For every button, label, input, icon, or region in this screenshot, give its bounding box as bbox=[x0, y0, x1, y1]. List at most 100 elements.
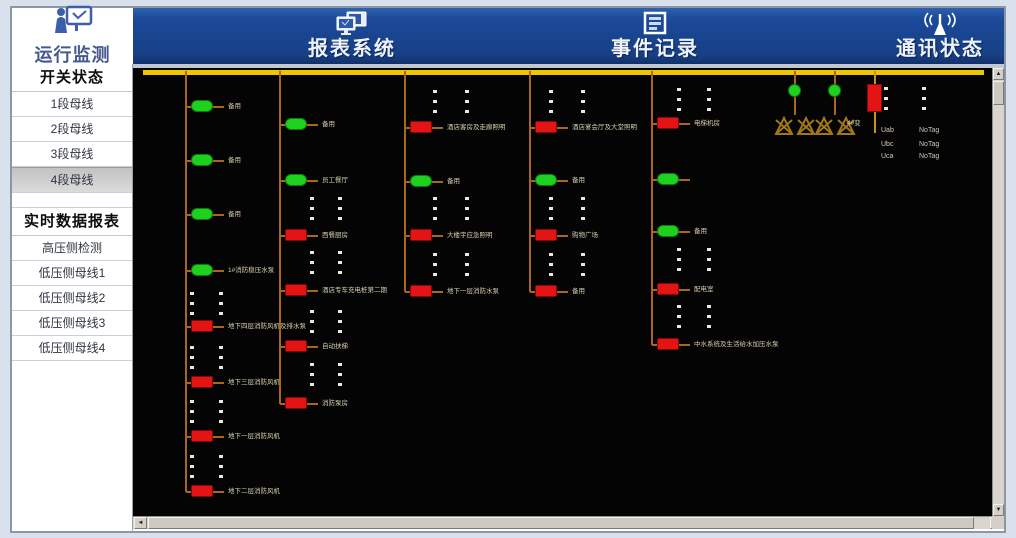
breaker-indicator[interactable] bbox=[657, 283, 679, 295]
sidebar-item-bus-1[interactable]: 1段母线 bbox=[12, 92, 132, 117]
value-dots bbox=[581, 263, 585, 266]
top-nav: 报表系统 事件记录 通讯状态 bbox=[133, 8, 1004, 64]
breaker-indicator[interactable] bbox=[191, 485, 213, 497]
readout-name: Ubc bbox=[881, 141, 894, 148]
sidebar-item-bus-4[interactable]: 4段母线 bbox=[12, 167, 132, 193]
value-dots bbox=[549, 263, 553, 266]
value-dots bbox=[338, 383, 342, 386]
sidebar-item-lv-bus-3[interactable]: 低压侧母线3 bbox=[12, 311, 132, 336]
breaker-indicator[interactable] bbox=[285, 340, 307, 352]
value-dots bbox=[433, 217, 437, 220]
breaker-indicator[interactable] bbox=[191, 430, 213, 442]
breaker-indicator[interactable] bbox=[657, 225, 679, 237]
value-dots bbox=[465, 217, 469, 220]
value-dots bbox=[549, 217, 553, 220]
sidebar-item-bus-3[interactable]: 3段母线 bbox=[12, 142, 132, 167]
incoming-indicator[interactable] bbox=[828, 84, 841, 97]
nav-item-events[interactable]: 事件记录 bbox=[595, 11, 715, 63]
value-dots bbox=[707, 315, 711, 318]
value-dots bbox=[581, 197, 585, 200]
breaker-indicator[interactable] bbox=[285, 284, 307, 296]
v-scroll-thumb[interactable] bbox=[993, 81, 1004, 105]
breaker-indicator[interactable] bbox=[191, 208, 213, 220]
value-dots bbox=[549, 100, 553, 103]
breaker-indicator[interactable] bbox=[410, 175, 432, 187]
breaker-indicator[interactable] bbox=[285, 118, 307, 130]
breaker-indicator[interactable] bbox=[285, 229, 307, 241]
breaker-indicator[interactable] bbox=[410, 229, 432, 241]
value-dots bbox=[338, 330, 342, 333]
value-dots bbox=[190, 475, 194, 478]
value-dots bbox=[310, 330, 314, 333]
nav-item-comm[interactable]: 通讯状态 bbox=[880, 11, 1000, 63]
value-dots bbox=[310, 217, 314, 220]
value-dots bbox=[884, 107, 888, 110]
breaker-indicator[interactable] bbox=[191, 320, 213, 332]
value-dots bbox=[433, 110, 437, 113]
monitor-person-icon bbox=[51, 5, 95, 40]
breaker-label: 备用 bbox=[572, 177, 585, 184]
scroll-up-button[interactable]: ▲ bbox=[993, 68, 1004, 80]
breaker-indicator[interactable] bbox=[535, 174, 557, 186]
value-dots bbox=[922, 107, 926, 110]
value-dots bbox=[677, 268, 681, 271]
breaker-indicator[interactable] bbox=[535, 229, 557, 241]
value-dots bbox=[581, 100, 585, 103]
incoming-indicator[interactable] bbox=[788, 84, 801, 97]
breaker-label: 备用 bbox=[572, 288, 585, 295]
breaker-indicator[interactable] bbox=[535, 285, 557, 297]
breaker-label: 地下四层消防风机及排水泵 bbox=[228, 323, 306, 330]
breaker-label: 消防泵房 bbox=[322, 400, 348, 407]
scrollbar-corner bbox=[992, 516, 1004, 529]
antenna-icon bbox=[920, 11, 960, 37]
value-dots bbox=[310, 197, 314, 200]
scroll-left-button[interactable]: ◄ bbox=[134, 517, 147, 529]
header-home[interactable]: 运行监测 bbox=[12, 5, 134, 65]
breaker-indicator[interactable] bbox=[410, 121, 432, 133]
h-scrollbar[interactable]: ◄ ► bbox=[133, 516, 1004, 529]
breaker-indicator[interactable] bbox=[191, 264, 213, 276]
sidebar-item-lv-bus-4[interactable]: 低压侧母线4 bbox=[12, 336, 132, 361]
breaker-indicator[interactable] bbox=[191, 100, 213, 112]
feeder-line-5 bbox=[651, 71, 653, 345]
value-dots bbox=[707, 88, 711, 91]
value-dots bbox=[433, 263, 437, 266]
value-dots bbox=[433, 207, 437, 210]
sidebar-gap bbox=[12, 193, 132, 208]
h-scroll-thumb[interactable] bbox=[148, 517, 974, 529]
value-dots bbox=[707, 98, 711, 101]
readout-value: NoTag bbox=[919, 153, 940, 160]
breaker-indicator[interactable] bbox=[535, 121, 557, 133]
breaker-indicator[interactable] bbox=[191, 376, 213, 388]
breaker-label: 中水系统及生活给水加压水泵 bbox=[694, 341, 779, 348]
sidebar-item-hv-side[interactable]: 高压侧检测 bbox=[12, 236, 132, 261]
nav-item-reports[interactable]: 报表系统 bbox=[292, 11, 412, 63]
value-dots bbox=[549, 273, 553, 276]
v-scrollbar[interactable]: ▲ ▼ bbox=[992, 68, 1004, 516]
breaker-label: 地下三层消防风机 bbox=[228, 379, 280, 386]
value-dots bbox=[219, 420, 223, 423]
sidebar-item-lv-bus-1[interactable]: 低压侧母线1 bbox=[12, 261, 132, 286]
document-icon bbox=[642, 11, 668, 37]
breaker-indicator[interactable] bbox=[285, 397, 307, 409]
breaker-indicator[interactable] bbox=[410, 285, 432, 297]
readout-name: Uab bbox=[881, 127, 894, 134]
value-dots bbox=[677, 258, 681, 261]
breaker-indicator[interactable] bbox=[657, 117, 679, 129]
alarm-indicator[interactable] bbox=[867, 84, 882, 112]
breaker-indicator[interactable] bbox=[657, 338, 679, 350]
scroll-down-button[interactable]: ▼ bbox=[993, 504, 1004, 516]
sidebar-item-lv-bus-2[interactable]: 低压侧母线2 bbox=[12, 286, 132, 311]
value-dots bbox=[338, 197, 342, 200]
sidebar-item-bus-2[interactable]: 2段母线 bbox=[12, 117, 132, 142]
value-dots bbox=[549, 110, 553, 113]
value-dots bbox=[219, 346, 223, 349]
breaker-indicator[interactable] bbox=[191, 154, 213, 166]
breaker-indicator[interactable] bbox=[285, 174, 307, 186]
breaker-indicator[interactable] bbox=[657, 173, 679, 185]
breaker-label: 1#消防稳压水泵 bbox=[228, 267, 275, 274]
value-dots bbox=[549, 197, 553, 200]
header-divider bbox=[133, 64, 1004, 68]
value-dots bbox=[190, 465, 194, 468]
